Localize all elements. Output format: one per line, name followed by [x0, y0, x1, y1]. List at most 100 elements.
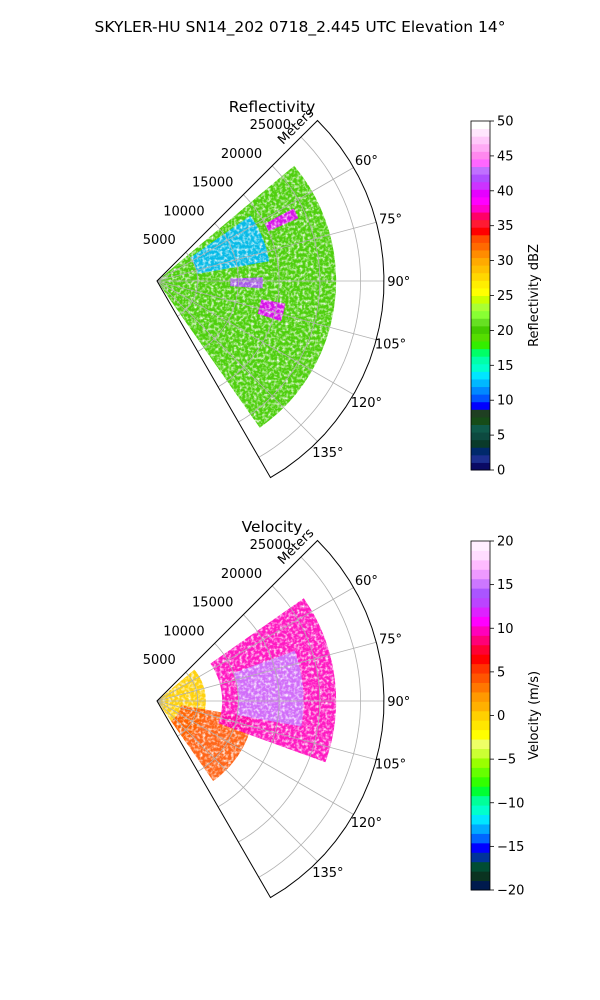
colorbar-segment: [471, 348, 490, 357]
azimuth-tick-label: 120°: [351, 816, 382, 831]
colorbar-segment: [471, 842, 490, 853]
range-ring: [177, 671, 199, 737]
colorbar-tick-label: 0: [497, 464, 505, 479]
colorbar-segment: [471, 880, 490, 891]
colorbar-segment: [471, 386, 490, 395]
colorbar-segment: [471, 363, 490, 372]
colorbar-tick-label: 50: [497, 115, 514, 130]
range-tick-label: 20000: [221, 147, 262, 162]
range-tick-label: 5000: [143, 233, 176, 248]
colorbar-segment: [471, 272, 490, 281]
colorbar-segment: [471, 767, 490, 778]
colorbar-segment: [471, 341, 490, 350]
colorbar-segment: [471, 295, 490, 304]
range-ring: [217, 194, 280, 388]
azimuth-tick-label: 135°: [312, 446, 343, 461]
azimuth-tick-label: 75°: [379, 632, 402, 647]
range-tick-label: 5000: [143, 653, 176, 668]
range-ring: [238, 165, 321, 423]
colorbar-segment: [471, 219, 490, 228]
azimuth-spoke: [156, 280, 377, 341]
colorbar-segment: [471, 559, 490, 570]
colorbar-segment: [471, 378, 490, 388]
azimuth-spoke: [156, 587, 354, 702]
colorbar-segment: [471, 786, 490, 797]
colorbar-segment: [471, 795, 490, 806]
azimuth-spoke: [156, 641, 377, 702]
colorbar-tick-label: 20: [497, 324, 514, 339]
colorbar-segment: [471, 654, 490, 665]
colorbar-segment: [471, 318, 490, 327]
reflectivity-axis-labels: 60° 75° 90° 105° 120° 135° 5000 10000 15000 20000…: [143, 106, 411, 461]
colorbar-tick-label: 10: [497, 622, 514, 637]
colorbar-segment: [471, 439, 490, 448]
azimuth-tick-label: 60°: [355, 154, 378, 169]
colorbar-segment: [471, 729, 490, 740]
azimuth-tick-label: 90°: [387, 275, 410, 290]
colorbar-segment: [471, 454, 490, 463]
colorbar-tick-label: −5: [497, 753, 516, 768]
colorbar-segment: [471, 234, 490, 243]
range-tick-label: 25000: [250, 118, 291, 133]
colorbar-segment: [471, 181, 490, 190]
colorbar-segment: [471, 212, 490, 221]
colorbar-segment: [471, 701, 490, 712]
azimuth-spoke: [156, 167, 354, 282]
colorbar-segment: [471, 462, 490, 471]
colorbar-segment: [471, 325, 490, 334]
colorbar-tick-label: 45: [497, 149, 514, 164]
colorbar-tick-label: 40: [497, 184, 514, 199]
colorbar-tick-label: −15: [497, 840, 524, 855]
colorbar-segment: [471, 588, 490, 599]
colorbar-segment: [471, 409, 490, 418]
colorbar-segment: [471, 166, 490, 175]
colorbar-segment: [471, 227, 490, 236]
range-tick-label: 10000: [163, 624, 204, 639]
colorbar-segment: [471, 673, 490, 683]
azimuth-tick-label: 135°: [312, 866, 343, 881]
azimuth-spoke: [156, 221, 377, 282]
range-ring: [197, 223, 239, 352]
range-tick-label: 10000: [163, 204, 204, 219]
colorbar-segment: [471, 204, 490, 213]
colorbar-tick-label: 5: [497, 429, 505, 444]
colorbar-tick-label: 35: [497, 219, 514, 234]
colorbar-tick-label: 25: [497, 289, 514, 304]
velocity-grid: [156, 539, 385, 899]
colorbar-segment: [471, 748, 490, 759]
colorbar-segment: [471, 356, 490, 365]
reflectivity-colorbar: 0 5 10 15 20 25 30 35 40 45 50 Reflectivity dBZ: [470, 115, 542, 479]
colorbar-segment: [471, 189, 490, 198]
colorbar-segment: [471, 310, 490, 319]
colorbar-segment: [471, 136, 490, 145]
colorbar-segment: [471, 682, 490, 693]
azimuth-spoke: [156, 700, 377, 761]
colorbar-segment: [471, 757, 490, 768]
colorbar-label: Reflectivity dBZ: [527, 244, 542, 347]
colorbar-segment: [471, 280, 490, 289]
colorbar-segment: [471, 401, 490, 410]
colorbar-segment: [471, 861, 490, 872]
colorbar-segment: [471, 333, 490, 342]
colorbar-tick-label: 20: [497, 535, 514, 550]
colorbar-segment: [471, 550, 490, 561]
colorbar-tick-label: 30: [497, 254, 514, 269]
colorbar-tick-label: 5: [497, 665, 505, 680]
colorbar-segment: [471, 424, 490, 433]
colorbar-segment: [471, 814, 490, 825]
sector-frame: [156, 539, 385, 899]
velocity-panel: Velocity 60° 75° 90° 105° 120° 135° 5000 10000 1…: [143, 518, 410, 899]
figure-title: SKYLER-HU SN14_202 0718_2.445 UTC Elevat…: [95, 18, 506, 37]
colorbar-segment: [471, 823, 490, 834]
colorbar-label: Velocity (m/s): [527, 671, 542, 760]
colorbar-tick-label: 15: [497, 359, 514, 374]
range-ring: [217, 614, 280, 808]
colorbar-segment: [471, 569, 490, 580]
colorbar-segment: [471, 541, 490, 551]
colorbar-tick-label: −10: [497, 796, 524, 811]
azimuth-tick-label: 105°: [375, 758, 406, 773]
colorbar-segment: [471, 597, 490, 608]
colorbar-segment: [471, 644, 490, 655]
azimuth-tick-label: 90°: [387, 695, 410, 710]
